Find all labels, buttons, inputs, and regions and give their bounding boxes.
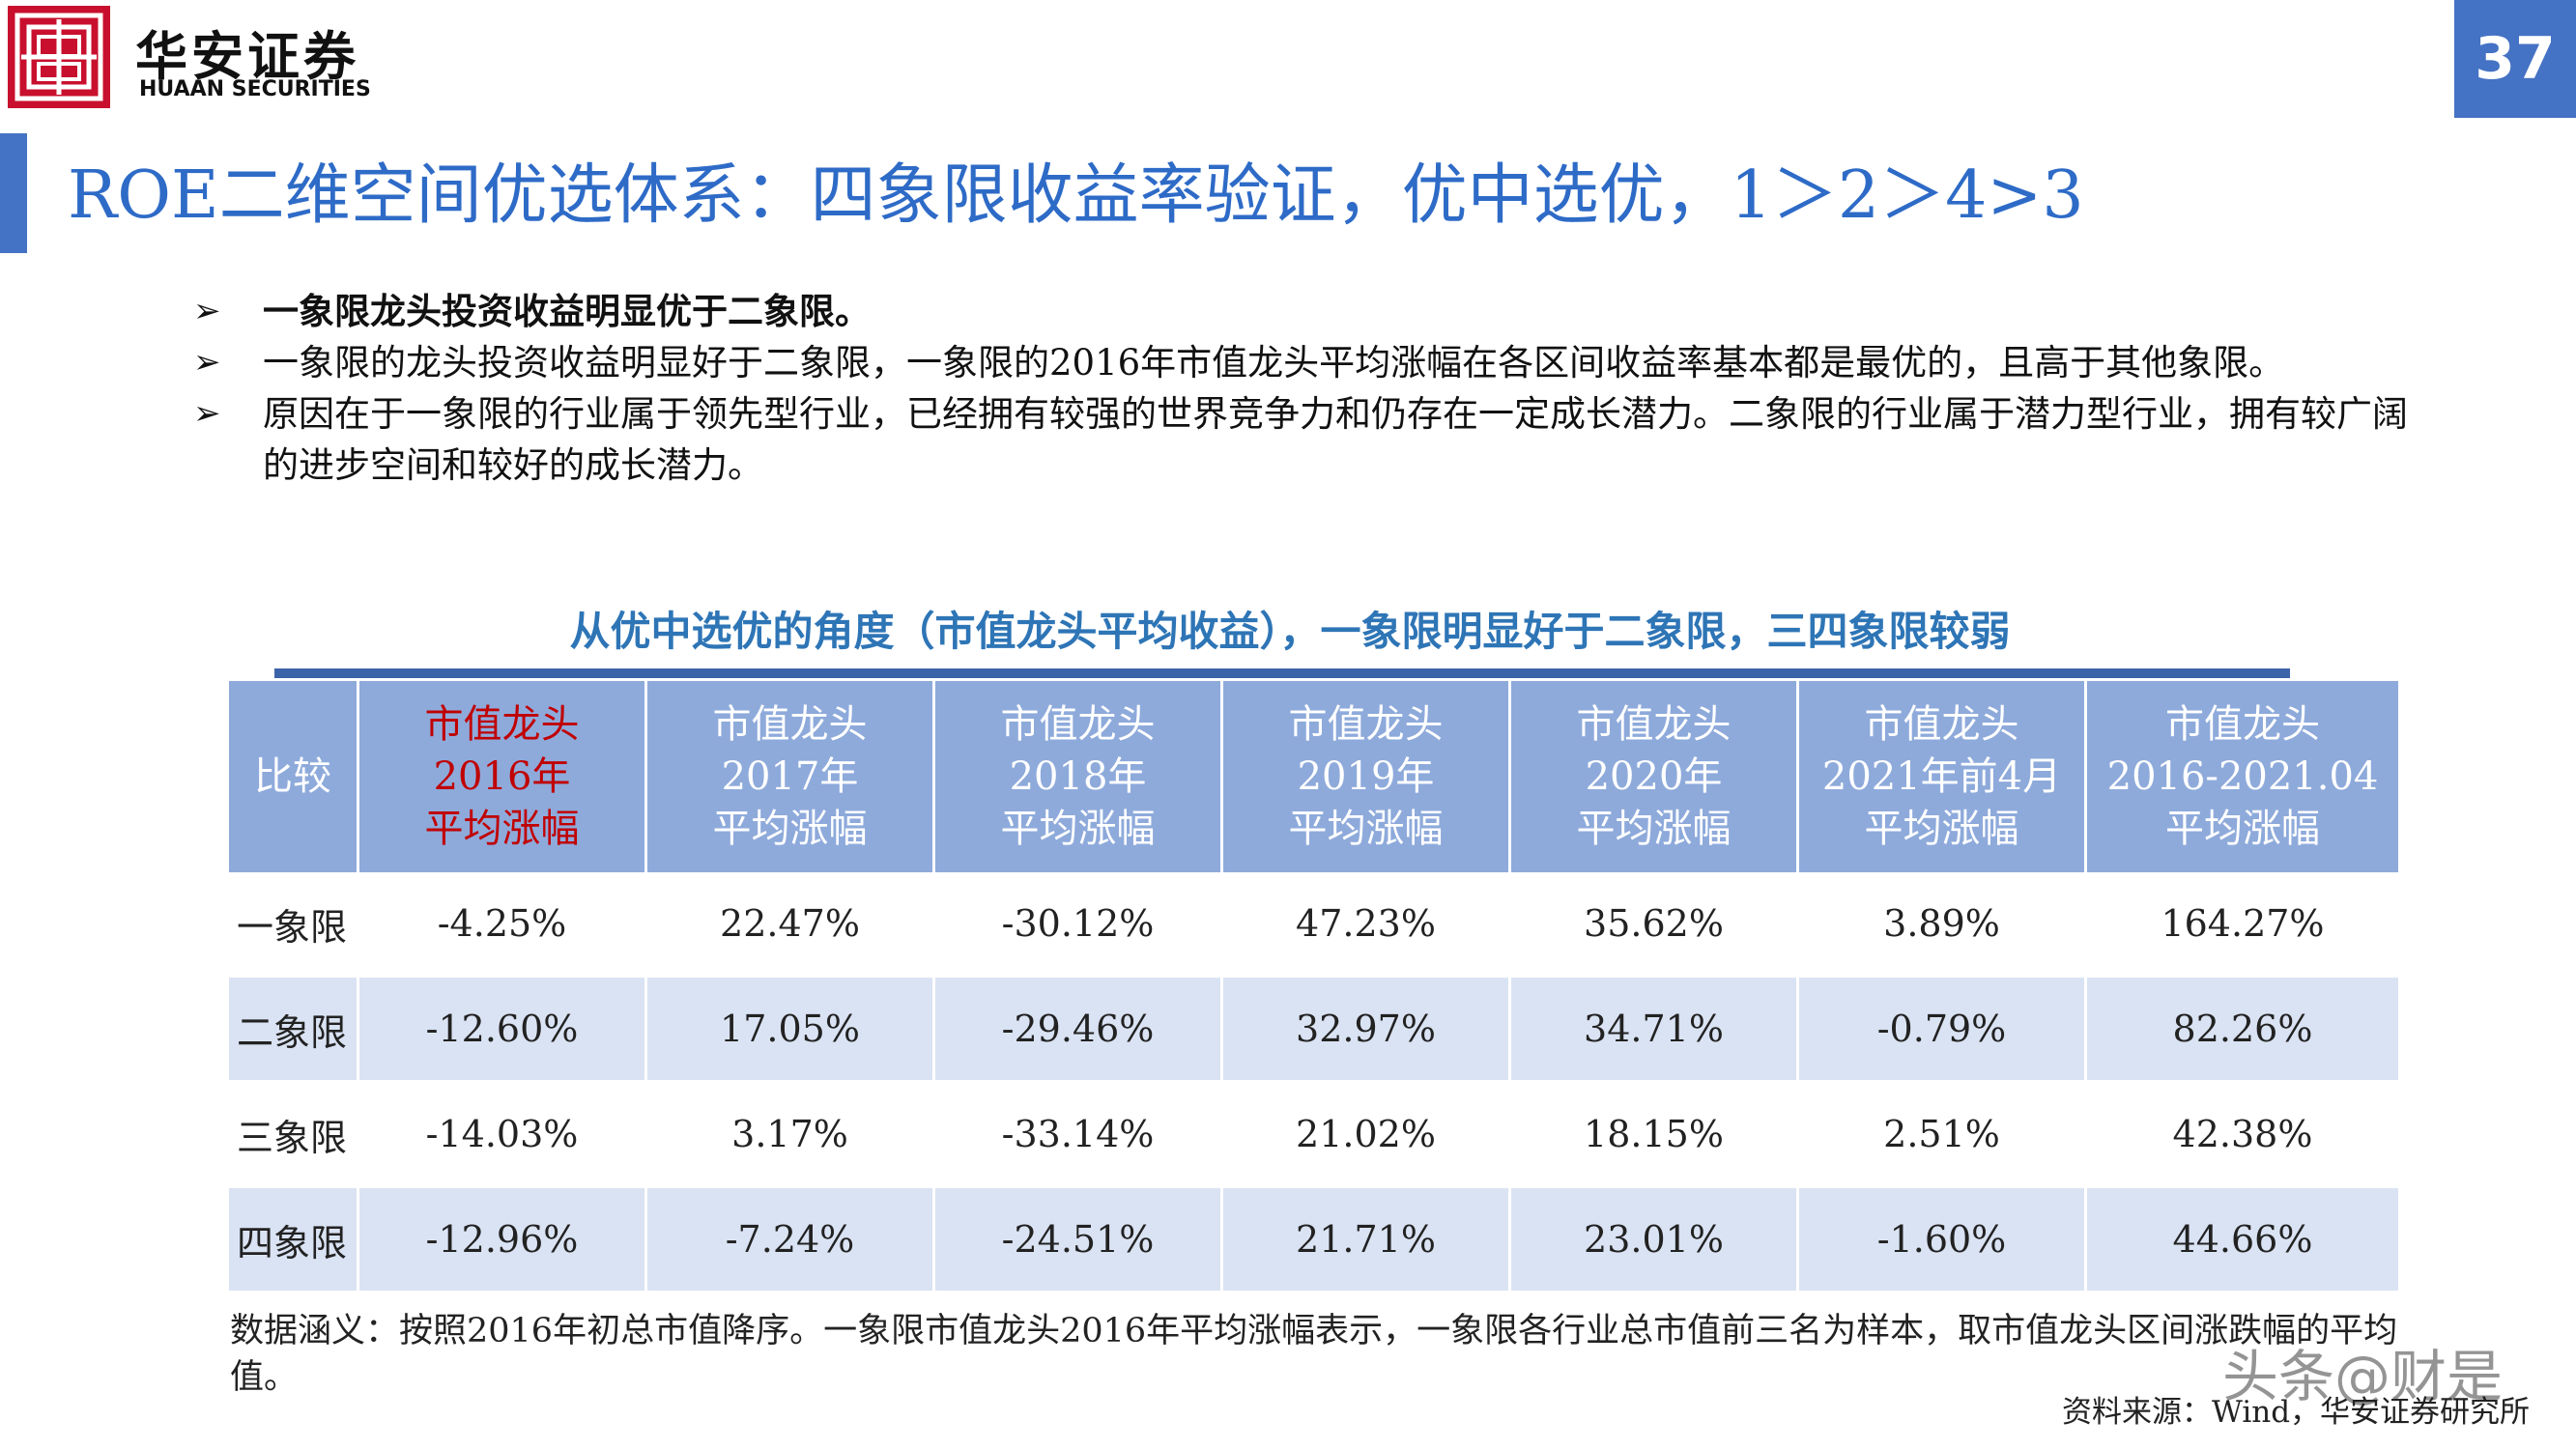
- column-header-line: 平均涨幅: [1288, 807, 1444, 851]
- page-number-badge: 37: [2454, 0, 2576, 118]
- column-header-line: 2018年: [1009, 754, 1147, 799]
- column-header-line: 平均涨幅: [712, 807, 868, 851]
- row-label: 二象限: [226, 976, 359, 1083]
- table-cell: 2.51%: [1796, 1081, 2087, 1188]
- column-header-line: 市值龙头: [424, 702, 580, 747]
- column-header-line: 2021年前4月: [1821, 754, 2062, 799]
- table-cell: -29.46%: [932, 976, 1223, 1083]
- column-header-line: 平均涨幅: [1864, 807, 2019, 851]
- row-label: 四象限: [226, 1186, 359, 1293]
- table-cell: 34.71%: [1508, 976, 1799, 1083]
- table-cell: -7.24%: [644, 1186, 935, 1293]
- column-header: 市值龙头 2021年前4月 平均涨幅: [1796, 681, 2087, 872]
- table-cell: 164.27%: [2084, 872, 2401, 978]
- table-cell: -30.12%: [932, 872, 1223, 978]
- arrow-bullet-icon: ➢: [193, 292, 221, 330]
- column-header: 市值龙头 2017年 平均涨幅: [644, 681, 935, 872]
- table-header-row: 比较 市值龙头 2016年 平均涨幅 市值龙头 2017年 平均涨幅 市值龙头 …: [226, 681, 2401, 872]
- table-cell: -0.79%: [1796, 976, 2087, 1083]
- bullet-text: 一象限的龙头投资收益明显好于二象限，一象限的2016年市值龙头平均涨幅在各区间收…: [263, 342, 2285, 384]
- table-cell: 3.17%: [644, 1081, 935, 1188]
- data-source: 资料来源：Wind，华安证券研究所: [2062, 1395, 2531, 1430]
- table-cell: 47.23%: [1220, 872, 1511, 978]
- bullet-item: ➢ 原因在于一象限的行业属于领先型行业，已经拥有较强的世界竞争力和仍存在一定成长…: [193, 388, 2435, 491]
- table-cell: 18.15%: [1508, 1081, 1799, 1188]
- column-header-line: 市值龙头: [1864, 702, 2019, 747]
- row-label: 一象限: [226, 872, 359, 978]
- column-header: 市值龙头 2020年 平均涨幅: [1508, 681, 1799, 872]
- table-row: 一象限 -4.25% 22.47% -30.12% 47.23% 35.62% …: [226, 872, 2401, 978]
- table-cell: 32.97%: [1220, 976, 1511, 1083]
- company-logo-icon: [8, 6, 110, 108]
- bullet-list: ➢ 一象限龙头投资收益明显优于二象限。 ➢ 一象限的龙头投资收益明显好于二象限，…: [193, 286, 2435, 491]
- arrow-bullet-icon: ➢: [193, 343, 221, 382]
- table-cell: 82.26%: [2084, 976, 2401, 1083]
- table-cell: 35.62%: [1508, 872, 1799, 978]
- table-cell: 17.05%: [644, 976, 935, 1083]
- table-cell: -14.03%: [357, 1081, 647, 1188]
- data-note: 数据涵义：按照2016年初总市值降序。一象限市值龙头2016年平均涨幅表示，一象…: [230, 1312, 2398, 1397]
- column-header-line: 市值龙头: [1288, 702, 1444, 747]
- table-cell: 23.01%: [1508, 1186, 1799, 1293]
- company-logo-english: HUAAN SECURITIES: [139, 77, 371, 101]
- column-header: 市值龙头 2016-2021.04 平均涨幅: [2084, 681, 2401, 872]
- table-cell: 3.89%: [1796, 872, 2087, 978]
- table-corner-cell: 比较: [226, 681, 359, 872]
- column-header: 市值龙头 2016年 平均涨幅: [357, 681, 647, 872]
- column-header-line: 市值龙头: [712, 702, 868, 747]
- table-cell: -12.60%: [357, 976, 647, 1083]
- watermark: 头条@财是: [2222, 1344, 2504, 1409]
- bullet-item: ➢ 一象限的龙头投资收益明显好于二象限，一象限的2016年市值龙头平均涨幅在各区…: [193, 337, 2435, 388]
- table-heading: 从优中选优的角度（市值龙头平均收益），一象限明显好于二象限，三四象限较弱: [569, 608, 2011, 655]
- column-header-line: 平均涨幅: [1000, 807, 1156, 851]
- table-row: 四象限 -12.96% -7.24% -24.51% 21.71% 23.01%…: [226, 1186, 2401, 1293]
- column-header: 市值龙头 2018年 平均涨幅: [932, 681, 1223, 872]
- arrow-bullet-icon: ➢: [193, 394, 221, 433]
- table-cell: 22.47%: [644, 872, 935, 978]
- table-cell: 44.66%: [2084, 1186, 2401, 1293]
- slide-title: ROE二维空间优选体系：四象限收益率验证，优中选优，1＞2＞4>3: [68, 157, 2084, 234]
- column-header-line: 2016年: [433, 754, 571, 799]
- heading-underline: [274, 668, 2290, 678]
- table-cell: -12.96%: [357, 1186, 647, 1293]
- bullet-text: 原因在于一象限的行业属于领先型行业，已经拥有较强的世界竞争力和仍存在一定成长潜力…: [263, 393, 2408, 486]
- column-header: 市值龙头 2019年 平均涨幅: [1220, 681, 1511, 872]
- bullet-text: 一象限龙头投资收益明显优于二象限。: [263, 290, 871, 332]
- company-logo-text: 华安证券: [135, 25, 359, 87]
- column-header-line: 2016-2021.04: [2106, 754, 2379, 799]
- table-cell: 42.38%: [2084, 1081, 2401, 1188]
- bullet-item: ➢ 一象限龙头投资收益明显优于二象限。: [193, 286, 2435, 337]
- returns-table: 比较 市值龙头 2016年 平均涨幅 市值龙头 2017年 平均涨幅 市值龙头 …: [226, 681, 2401, 1293]
- title-accent-bar: [0, 133, 27, 253]
- table-row: 三象限 -14.03% 3.17% -33.14% 21.02% 18.15% …: [226, 1081, 2401, 1188]
- table-cell: -4.25%: [357, 872, 647, 978]
- column-header-line: 平均涨幅: [424, 807, 580, 851]
- column-header-line: 平均涨幅: [2165, 807, 2320, 851]
- row-label: 三象限: [226, 1081, 359, 1188]
- table-row: 二象限 -12.60% 17.05% -29.46% 32.97% 34.71%…: [226, 976, 2401, 1083]
- column-header-line: 2020年: [1585, 754, 1723, 799]
- column-header-line: 2017年: [721, 754, 859, 799]
- column-header-line: 市值龙头: [1000, 702, 1156, 747]
- table-cell: -24.51%: [932, 1186, 1223, 1293]
- table-cell: 21.71%: [1220, 1186, 1511, 1293]
- table-cell: -1.60%: [1796, 1186, 2087, 1293]
- column-header-line: 2019年: [1297, 754, 1435, 799]
- table-cell: 21.02%: [1220, 1081, 1511, 1188]
- column-header-line: 市值龙头: [2165, 702, 2320, 747]
- column-header-line: 市值龙头: [1576, 702, 1732, 747]
- table-cell: -33.14%: [932, 1081, 1223, 1188]
- column-header-line: 平均涨幅: [1576, 807, 1732, 851]
